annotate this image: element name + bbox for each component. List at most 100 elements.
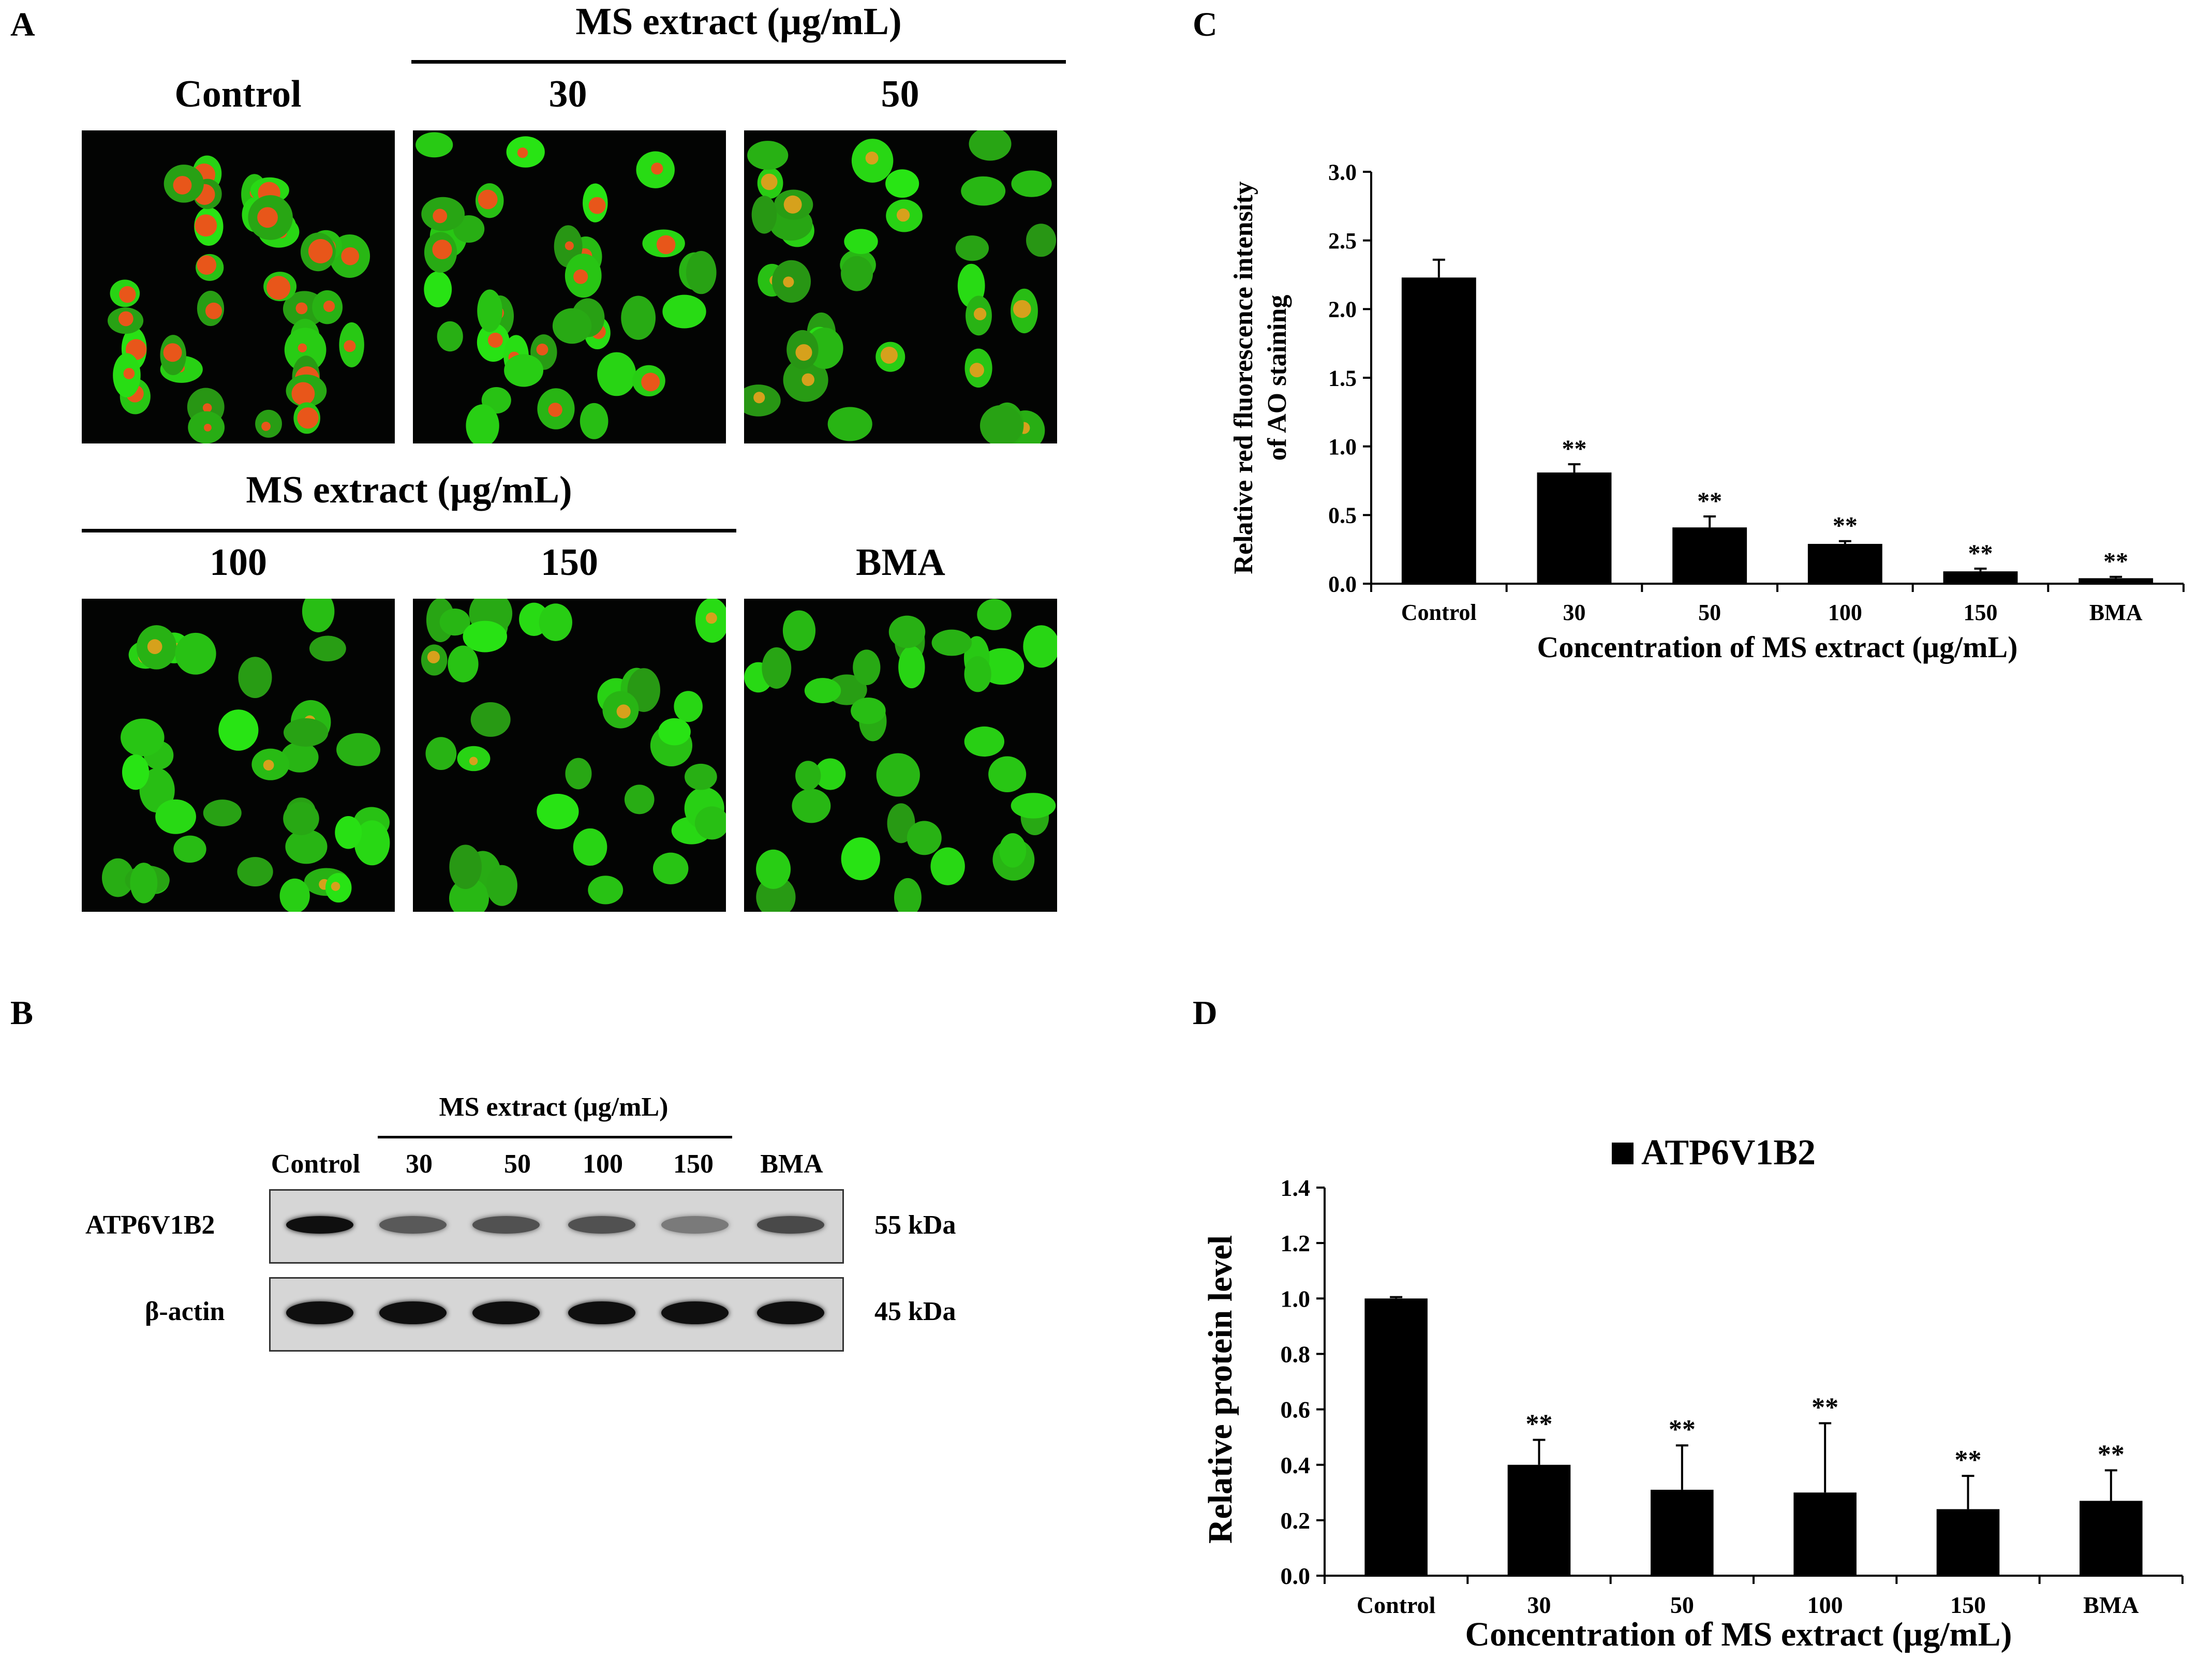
acidic-vesicle (795, 344, 812, 361)
cell (662, 294, 706, 329)
cell (335, 816, 362, 849)
chart-c-ylabel-line2: of AO staining (1263, 295, 1292, 461)
cell (283, 802, 319, 835)
c-ytick-label: 1.5 (1328, 365, 1357, 391)
cell (964, 656, 991, 692)
lane-label-bma: BMA (760, 1149, 823, 1179)
cell (1011, 793, 1056, 819)
cell (964, 726, 1005, 757)
panel-label-b: B (10, 994, 34, 1032)
c-xtick-label: BMA (2089, 600, 2143, 625)
acidic-vesicle (344, 340, 356, 352)
micrograph-50 (744, 130, 1057, 443)
d-xtick-label: 30 (1527, 1592, 1551, 1618)
cell (203, 799, 242, 826)
d-ytick-label: 0.4 (1281, 1452, 1311, 1478)
c-bar-30 (1537, 472, 1612, 584)
size-label-55kda: 55 kDa (874, 1210, 956, 1240)
cell (930, 847, 965, 885)
blot-band (472, 1216, 540, 1234)
d-xtick-label: 150 (1950, 1592, 1986, 1618)
d-bar-150 (1936, 1509, 2000, 1576)
chart-c-xlabel: Concentration of MS extract (µg/mL) (1537, 630, 2018, 664)
cell (280, 742, 319, 773)
acidic-vesicle (801, 373, 814, 386)
cell (841, 256, 873, 291)
cell (841, 837, 881, 880)
c-bar-100 (1807, 544, 1882, 584)
panel-a-label-bma: BMA (856, 541, 945, 584)
cell (101, 858, 135, 897)
cell (130, 863, 158, 903)
acidic-vesicle (1013, 300, 1031, 318)
blot-band (472, 1301, 540, 1324)
cell (573, 828, 607, 866)
acidic-vesicle (432, 240, 452, 260)
c-ytick-label: 0.5 (1328, 503, 1357, 528)
cell (237, 857, 273, 887)
cell (470, 702, 511, 737)
cell (466, 404, 499, 443)
cell (354, 820, 390, 866)
protein-label-atp6v1b2: ATP6V1B2 (85, 1210, 215, 1240)
acidic-vesicle (195, 214, 217, 237)
cell (309, 635, 346, 662)
micrograph-100 (82, 599, 395, 912)
acidic-vesicle (753, 392, 765, 404)
c-ytick-label: 1.0 (1328, 434, 1357, 460)
cell (565, 758, 592, 790)
acidic-vesicle (896, 209, 910, 222)
cell (302, 599, 335, 632)
cell (988, 756, 1027, 793)
c-significance: ** (1697, 487, 1722, 515)
cell (122, 754, 150, 790)
lane-label-50: 50 (504, 1149, 531, 1179)
panel-a-group-line-bottom (82, 529, 736, 532)
lane-label-150: 150 (673, 1149, 714, 1179)
cell (674, 691, 703, 722)
acidic-vesicle (706, 612, 717, 624)
c-significance: ** (1562, 435, 1587, 463)
d-significance: ** (1955, 1445, 1982, 1475)
blot-band (661, 1216, 729, 1234)
cell (415, 132, 453, 158)
cell (539, 603, 572, 641)
c-xtick-label: 50 (1698, 600, 1721, 625)
c-bar-50 (1672, 527, 1747, 584)
acidic-vesicle (478, 189, 498, 210)
cell (285, 829, 328, 864)
d-significance: ** (1669, 1415, 1696, 1444)
panel-label-d: D (1193, 994, 1218, 1032)
acidic-vesicle (783, 276, 794, 288)
panel-b-group-label: MS extract (µg/mL) (439, 1092, 669, 1122)
acidic-vesicle (297, 407, 319, 429)
cell (284, 718, 329, 747)
cell (537, 793, 579, 830)
cell (218, 709, 259, 751)
size-label-45kda: 45 kDa (874, 1297, 956, 1326)
c-ytick-label: 2.0 (1328, 297, 1357, 322)
cell (175, 632, 216, 675)
acidic-vesicle (203, 423, 212, 432)
d-bar-control (1364, 1298, 1428, 1576)
cell (425, 737, 457, 771)
d-xtick-label: 50 (1670, 1592, 1694, 1618)
acidic-vesicle (641, 373, 660, 392)
panel-b-group-line (378, 1136, 732, 1138)
c-ytick-label: 0.0 (1328, 571, 1357, 597)
panel-a-label-150: 150 (541, 541, 598, 584)
cell (1023, 625, 1057, 668)
acidic-vesicle (147, 639, 162, 654)
panel-a-label-30: 30 (548, 73, 587, 115)
acidic-vesicle (173, 175, 192, 195)
blot-band (286, 1216, 353, 1234)
cell (486, 865, 517, 906)
blot-band (286, 1301, 353, 1324)
blot-band (757, 1216, 824, 1234)
acidic-vesicle (308, 239, 333, 263)
acidic-vesicle (202, 403, 212, 412)
c-bar-control (1401, 277, 1476, 584)
panel-a-label-100: 100 (210, 541, 267, 584)
d-significance: ** (1812, 1393, 1838, 1422)
acidic-vesicle (588, 197, 606, 214)
